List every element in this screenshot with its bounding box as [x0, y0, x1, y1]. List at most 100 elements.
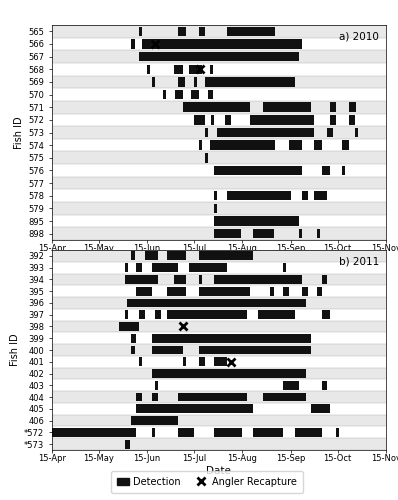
- Bar: [146, 252, 158, 260]
- Bar: [317, 287, 322, 296]
- Bar: [322, 275, 327, 284]
- Bar: [174, 275, 186, 284]
- Bar: [52, 76, 386, 88]
- Bar: [52, 190, 386, 202]
- Bar: [227, 191, 291, 200]
- Bar: [263, 102, 311, 112]
- Bar: [225, 115, 231, 124]
- Bar: [214, 275, 302, 284]
- Bar: [52, 356, 386, 368]
- Bar: [136, 287, 152, 296]
- Bar: [199, 275, 202, 284]
- Bar: [125, 440, 130, 448]
- Bar: [178, 77, 185, 86]
- Y-axis label: Fish ID: Fish ID: [10, 334, 20, 366]
- Bar: [189, 263, 227, 272]
- Bar: [178, 428, 194, 437]
- Bar: [52, 438, 386, 450]
- Bar: [52, 250, 386, 262]
- Bar: [152, 263, 178, 272]
- Bar: [336, 428, 339, 437]
- Bar: [125, 310, 128, 319]
- Bar: [194, 115, 205, 124]
- Bar: [349, 115, 355, 124]
- Bar: [131, 346, 135, 354]
- Bar: [217, 128, 314, 137]
- Bar: [52, 332, 386, 344]
- Bar: [175, 90, 183, 100]
- Bar: [355, 128, 358, 137]
- Bar: [302, 287, 308, 296]
- Bar: [119, 322, 139, 331]
- Bar: [208, 90, 213, 100]
- Bar: [250, 115, 314, 124]
- Bar: [214, 166, 302, 175]
- Bar: [52, 380, 386, 391]
- Bar: [209, 64, 213, 74]
- Bar: [194, 77, 197, 86]
- Text: b) 2011: b) 2011: [339, 256, 379, 266]
- Bar: [139, 310, 146, 319]
- Bar: [258, 310, 295, 319]
- Bar: [52, 344, 386, 356]
- Bar: [127, 298, 306, 308]
- Bar: [125, 275, 158, 284]
- Bar: [52, 368, 386, 380]
- Bar: [311, 404, 330, 413]
- Bar: [302, 191, 308, 200]
- Bar: [174, 64, 183, 74]
- Bar: [183, 102, 250, 112]
- Bar: [155, 381, 158, 390]
- Bar: [199, 252, 253, 260]
- Bar: [142, 39, 302, 48]
- Bar: [139, 358, 142, 366]
- Bar: [314, 191, 327, 200]
- Bar: [52, 126, 386, 139]
- Bar: [283, 287, 289, 296]
- Bar: [189, 64, 202, 74]
- Bar: [199, 346, 311, 354]
- Bar: [52, 101, 386, 114]
- Bar: [330, 102, 336, 112]
- Bar: [342, 166, 345, 175]
- Bar: [289, 140, 302, 150]
- Bar: [342, 140, 349, 150]
- Bar: [52, 403, 386, 414]
- Bar: [205, 153, 208, 162]
- Bar: [283, 381, 298, 390]
- Legend: Detection, Angler Recapture: Detection, Angler Recapture: [111, 471, 303, 492]
- Bar: [322, 381, 327, 390]
- Y-axis label: Fish ID: Fish ID: [14, 116, 24, 149]
- Bar: [136, 392, 142, 402]
- Bar: [314, 140, 322, 150]
- Bar: [199, 26, 205, 36]
- Bar: [227, 26, 275, 36]
- Bar: [52, 262, 386, 274]
- Bar: [183, 358, 186, 366]
- Bar: [199, 358, 205, 366]
- Bar: [209, 140, 275, 150]
- Bar: [52, 63, 386, 76]
- Bar: [167, 310, 247, 319]
- Bar: [322, 310, 330, 319]
- Bar: [271, 287, 273, 296]
- Bar: [139, 52, 298, 62]
- X-axis label: Date: Date: [207, 466, 231, 476]
- Bar: [52, 214, 386, 228]
- Bar: [155, 310, 161, 319]
- Bar: [152, 428, 155, 437]
- Bar: [152, 346, 183, 354]
- Bar: [317, 229, 320, 238]
- Bar: [52, 297, 386, 309]
- Bar: [178, 392, 247, 402]
- Bar: [131, 39, 135, 48]
- Bar: [152, 334, 311, 342]
- Bar: [330, 115, 336, 124]
- Bar: [191, 90, 199, 100]
- Bar: [131, 416, 178, 425]
- Bar: [253, 428, 283, 437]
- Bar: [214, 428, 242, 437]
- Bar: [52, 38, 386, 51]
- Bar: [52, 391, 386, 403]
- Bar: [327, 128, 333, 137]
